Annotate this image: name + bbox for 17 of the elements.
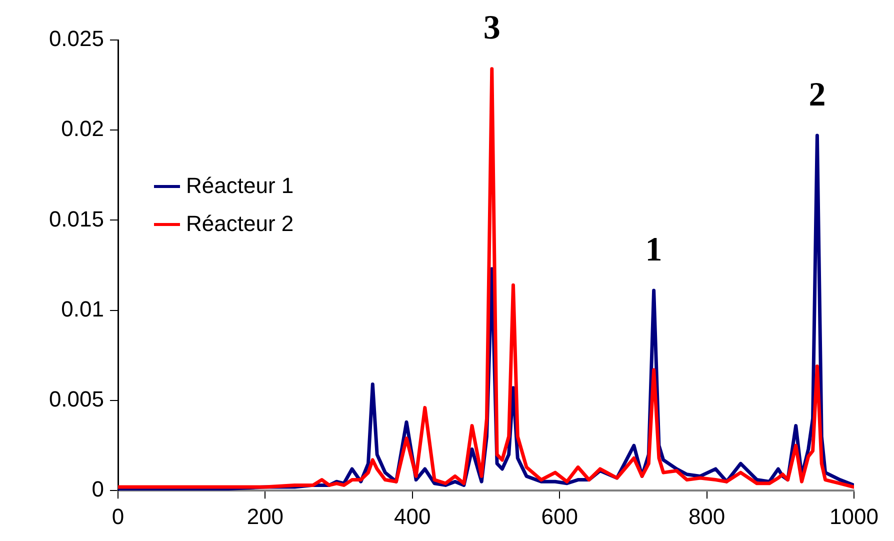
legend-label: Réacteur 2 xyxy=(186,211,294,238)
x-tick-label: 400 xyxy=(394,504,431,529)
x-tick-label: 800 xyxy=(688,504,726,529)
y-tick-label: 0.02 xyxy=(61,116,104,142)
x-tick-label: 600 xyxy=(541,504,578,529)
y-tick-label: 0.015 xyxy=(48,206,104,232)
y-tick-label: 0 xyxy=(92,476,104,502)
y-tick-label: 0.025 xyxy=(48,26,104,52)
annotation: 1 xyxy=(645,231,662,268)
x-tick-label: 1000 xyxy=(830,504,878,529)
legend-label: Réacteur 1 xyxy=(186,173,294,200)
y-tick-label: 0.005 xyxy=(48,386,104,412)
x-tick-label: 0 xyxy=(112,504,124,529)
annotation: 2 xyxy=(808,76,826,114)
annotation: 3 xyxy=(483,10,500,47)
x-tick-label: 200 xyxy=(246,504,284,529)
y-tick-label: 0.01 xyxy=(61,296,104,322)
